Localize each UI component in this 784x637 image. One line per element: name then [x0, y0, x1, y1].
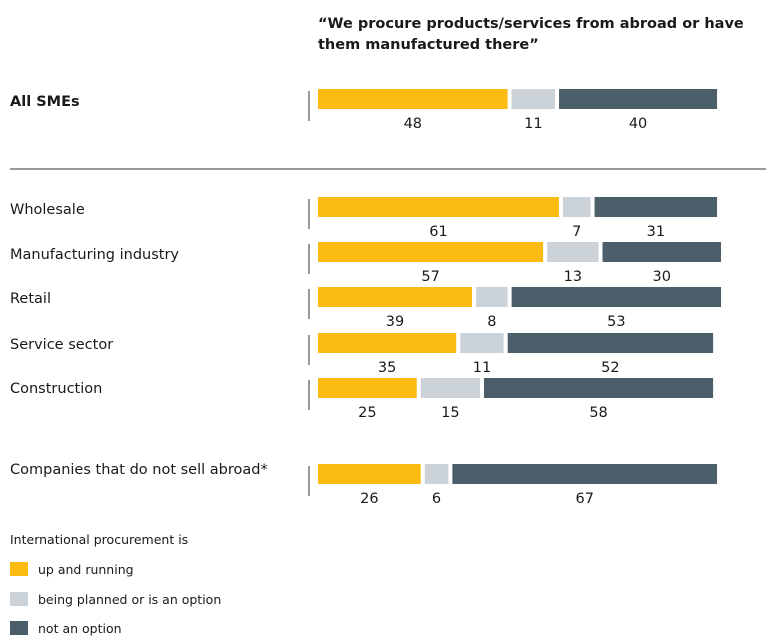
bar-segment-not-an-option	[602, 242, 721, 262]
data-label-up-and-running: 35	[378, 360, 396, 376]
category-label-wholesale: Wholesale	[10, 202, 85, 218]
data-label-up-and-running: 48	[404, 116, 422, 132]
bar-segment-being-planned	[562, 197, 591, 217]
bar-segment-not-an-option	[452, 464, 718, 484]
data-label-up-and-running: 26	[360, 491, 378, 507]
bar-segment-being-planned	[460, 333, 504, 353]
data-label-being-planned: 8	[487, 314, 496, 330]
chart-title: “We procure products/services from abroa…	[318, 16, 744, 53]
legend-item-not-an-option: not an option	[10, 620, 122, 636]
bar-segment-up-and-running	[318, 378, 417, 398]
legend-label: up and running	[38, 561, 134, 577]
category-label-service-sector: Service sector	[10, 337, 114, 353]
bar-segment-being-planned	[476, 287, 508, 307]
data-label-up-and-running: 57	[421, 269, 439, 285]
legend-item-being-planned: being planned or is an option	[10, 591, 221, 607]
bar-segment-up-and-running	[318, 464, 421, 484]
bar-segment-up-and-running	[318, 197, 559, 217]
legend-title: International procurement is	[10, 532, 189, 547]
bar-segment-not-an-option	[594, 197, 718, 217]
legend-item-up-and-running: up and running	[10, 561, 134, 577]
bar-segment-up-and-running	[318, 89, 508, 109]
category-label-all-smes: All SMEs	[10, 94, 80, 110]
bar-segment-up-and-running	[318, 333, 457, 353]
data-label-being-planned: 6	[432, 491, 441, 507]
data-label-up-and-running: 25	[358, 405, 376, 421]
data-label-not-an-option: 58	[589, 405, 607, 421]
bar-segment-being-planned	[424, 464, 449, 484]
bar-segment-up-and-running	[318, 242, 544, 262]
data-label-being-planned: 13	[564, 269, 582, 285]
data-label-not-an-option: 31	[647, 224, 665, 240]
bar-segment-not-an-option	[511, 287, 721, 307]
bar-segment-being-planned	[547, 242, 599, 262]
data-label-up-and-running: 39	[386, 314, 404, 330]
category-label-no-export: Companies that do not sell abroad*	[10, 462, 268, 478]
legend-swatch-up-and-running	[10, 562, 28, 576]
legend-swatch-being-planned	[10, 592, 28, 606]
bar-segment-being-planned	[511, 89, 556, 109]
data-label-being-planned: 7	[572, 224, 581, 240]
bar-segment-not-an-option	[507, 333, 714, 353]
data-label-up-and-running: 61	[429, 224, 447, 240]
bar-segment-up-and-running	[318, 287, 473, 307]
category-label-manufacturing: Manufacturing industry	[10, 247, 180, 263]
data-label-not-an-option: 30	[653, 269, 671, 285]
category-label-retail: Retail	[10, 291, 51, 307]
bar-segment-not-an-option	[484, 378, 714, 398]
data-label-not-an-option: 67	[575, 491, 593, 507]
data-label-being-planned: 11	[473, 360, 491, 376]
legend-swatch-not-an-option	[10, 621, 28, 635]
data-label-being-planned: 15	[441, 405, 459, 421]
data-label-not-an-option: 53	[607, 314, 625, 330]
bar-segment-not-an-option	[559, 89, 718, 109]
data-label-not-an-option: 52	[601, 360, 619, 376]
legend-label: not an option	[38, 620, 122, 636]
legend-label: being planned or is an option	[38, 591, 222, 607]
category-label-construction: Construction	[10, 381, 103, 397]
bar-segment-being-planned	[420, 378, 480, 398]
data-label-being-planned: 11	[524, 116, 542, 132]
data-label-not-an-option: 40	[629, 116, 647, 132]
